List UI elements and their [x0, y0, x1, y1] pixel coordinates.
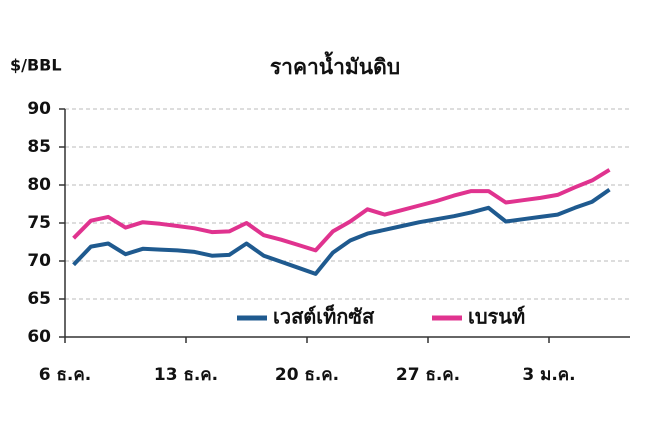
y-tick-label: 70 [27, 251, 51, 271]
y-tick-label: 60 [27, 327, 51, 347]
legend-label: เบรนท์ [468, 305, 525, 329]
y-tick-label: 75 [27, 213, 51, 233]
x-tick-label: 13 ธ.ค. [154, 365, 218, 385]
x-tick-label: 27 ธ.ค. [396, 365, 460, 385]
y-axis-label: $/BBL [10, 56, 62, 75]
y-tick-label: 65 [27, 289, 51, 309]
x-tick-label: 6 ธ.ค. [39, 365, 91, 385]
y-tick-label: 90 [27, 99, 51, 119]
y-tick-label: 80 [27, 175, 51, 195]
series-line [72, 187, 611, 276]
legend-label: เวสต์เท็กซัส [273, 304, 375, 329]
chart-title: ราคาน้ำมันดิบ [270, 51, 400, 79]
x-tick-label: 20 ธ.ค. [275, 365, 339, 385]
series-line [72, 168, 611, 253]
x-tick-label: 3 ม.ค. [522, 365, 575, 385]
y-tick-label: 85 [27, 137, 51, 157]
